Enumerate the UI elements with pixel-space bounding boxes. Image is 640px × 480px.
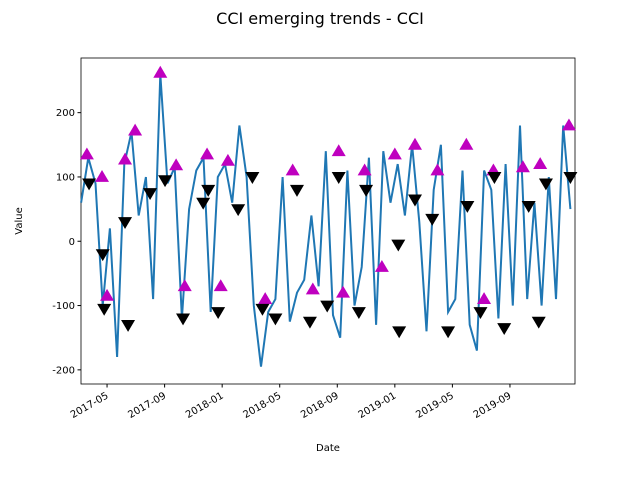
up-marker bbox=[95, 169, 110, 182]
up-marker bbox=[336, 285, 351, 298]
up-marker bbox=[305, 282, 320, 295]
down-marker bbox=[351, 307, 366, 319]
up-marker bbox=[459, 137, 474, 150]
up-marker bbox=[79, 147, 94, 160]
down-marker bbox=[538, 178, 553, 191]
down-marker bbox=[255, 303, 270, 316]
up-marker bbox=[430, 163, 445, 176]
x-axis-label: Date bbox=[316, 443, 340, 454]
plot-frame bbox=[80, 57, 576, 385]
down-marker bbox=[289, 184, 304, 197]
up-marker bbox=[177, 279, 192, 292]
down-marker bbox=[201, 184, 216, 197]
down-marker bbox=[391, 239, 406, 252]
down-marker bbox=[245, 172, 260, 184]
up-marker bbox=[374, 259, 389, 272]
down-marker bbox=[158, 175, 173, 188]
down-marker bbox=[521, 200, 536, 213]
down-marker bbox=[268, 313, 283, 326]
down-marker bbox=[320, 300, 335, 313]
up-marker bbox=[407, 137, 422, 150]
up-marker bbox=[561, 118, 576, 131]
up-marker bbox=[220, 153, 235, 166]
y-axis-label: Value bbox=[14, 207, 25, 234]
down-marker bbox=[121, 319, 136, 332]
down-marker bbox=[211, 307, 226, 319]
up-marker bbox=[213, 279, 228, 292]
up-marker bbox=[387, 147, 402, 160]
y-tick-label: 200 bbox=[56, 108, 75, 119]
down-marker bbox=[97, 303, 112, 316]
down-marker bbox=[176, 313, 191, 326]
down-marker bbox=[82, 178, 97, 191]
up-marker bbox=[100, 288, 115, 301]
down-marker bbox=[196, 197, 211, 210]
up-marker bbox=[477, 292, 492, 305]
cci-line bbox=[80, 74, 572, 367]
x-tick-label: 2019-05 bbox=[414, 391, 456, 421]
down-marker bbox=[563, 172, 578, 184]
x-tick-label: 2017-09 bbox=[126, 391, 168, 421]
up-marker bbox=[118, 152, 133, 165]
up-marker bbox=[331, 144, 346, 157]
down-marker bbox=[331, 172, 346, 184]
down-marker bbox=[441, 326, 456, 339]
y-tick-label: 0 bbox=[69, 237, 75, 248]
down-marker bbox=[497, 323, 512, 336]
up-marker bbox=[153, 65, 168, 78]
y-tick-label: -200 bbox=[52, 365, 75, 376]
x-tick-label: 2019-09 bbox=[472, 391, 514, 421]
x-tick-label: 2017-05 bbox=[69, 391, 111, 421]
up-marker bbox=[515, 160, 530, 173]
up-marker bbox=[200, 147, 215, 160]
down-marker bbox=[425, 213, 440, 226]
down-marker bbox=[231, 204, 246, 217]
x-tick-label: 2018-05 bbox=[242, 391, 284, 421]
down-marker bbox=[392, 326, 407, 339]
down-marker bbox=[473, 307, 488, 319]
up-marker bbox=[258, 292, 273, 305]
down-marker bbox=[118, 217, 133, 229]
x-tick-label: 2019-01 bbox=[357, 391, 399, 421]
up-marker bbox=[533, 157, 548, 169]
down-marker bbox=[531, 316, 546, 329]
up-marker bbox=[128, 123, 143, 136]
up-marker bbox=[357, 163, 372, 176]
y-tick-label: -100 bbox=[52, 301, 75, 312]
up-marker bbox=[169, 158, 184, 171]
x-tick-label: 2018-09 bbox=[299, 391, 341, 421]
down-marker bbox=[302, 316, 317, 329]
down-marker bbox=[359, 184, 374, 197]
down-marker bbox=[460, 200, 475, 213]
down-marker bbox=[487, 172, 502, 184]
x-tick-label: 2018-01 bbox=[184, 391, 226, 421]
down-marker bbox=[95, 249, 110, 262]
y-tick-label: 100 bbox=[56, 172, 75, 183]
down-marker bbox=[407, 194, 422, 207]
down-marker bbox=[143, 188, 158, 201]
chart-title: CCI emerging trends - CCI bbox=[216, 9, 424, 28]
up-marker bbox=[285, 163, 300, 176]
